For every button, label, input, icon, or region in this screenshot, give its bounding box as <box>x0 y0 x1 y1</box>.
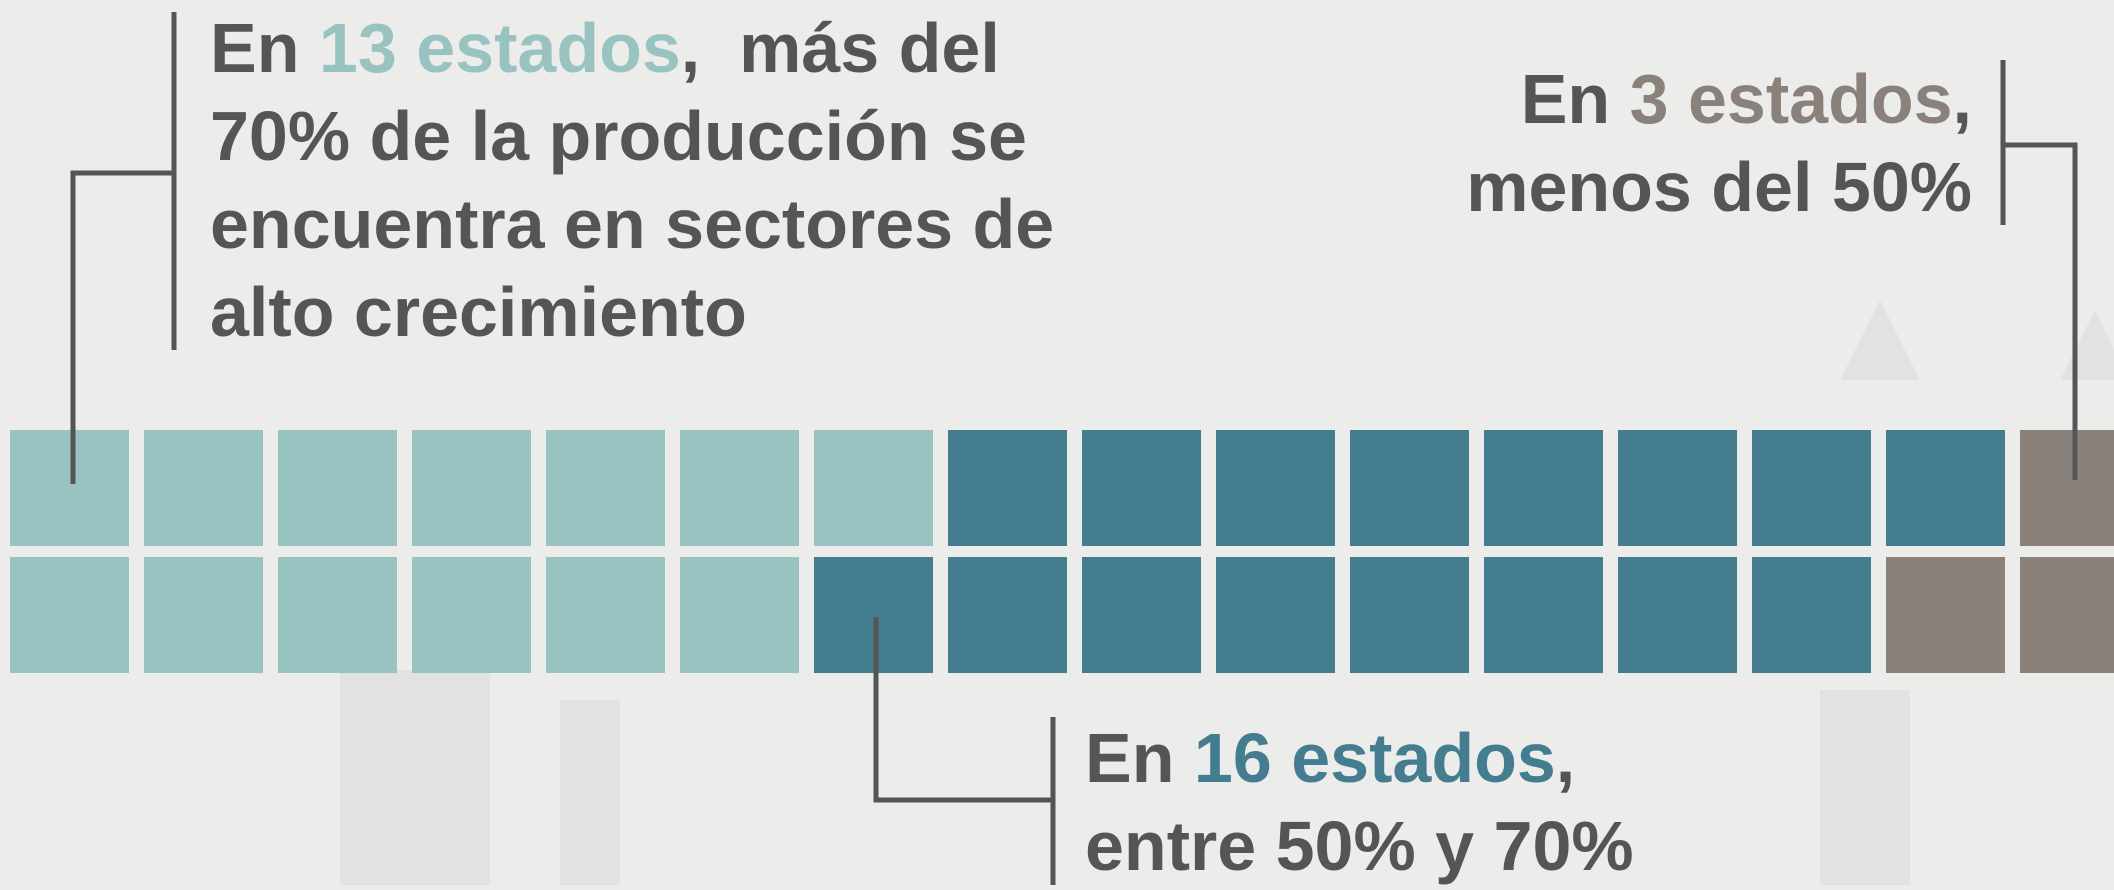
waffle-cell-mid <box>1484 557 1603 673</box>
accent-low: 3 estados <box>1629 60 1953 138</box>
waffle-cells <box>10 430 2114 673</box>
connector-line-2 <box>70 170 174 484</box>
connector-line-4 <box>2003 142 2078 480</box>
waffle-cell-high <box>546 557 665 673</box>
annotation-low-line2: menos del 50% <box>1466 148 1972 226</box>
waffle-cell-low <box>1886 557 2005 673</box>
annotation-low-line1: En 3 estados, <box>1520 60 1972 138</box>
waffle-cell-mid <box>948 557 1067 673</box>
waffle-cell-high <box>10 557 129 673</box>
waffle-cell-mid <box>948 430 1067 546</box>
waffle-cell-mid <box>1082 430 1201 546</box>
waffle-cell-high <box>412 557 531 673</box>
waffle-cell-mid <box>1350 557 1469 673</box>
waffle-cell-high <box>278 557 397 673</box>
waffle-cell-mid <box>1752 430 1871 546</box>
waffle-cell-mid <box>1618 430 1737 546</box>
background-silhouettes <box>340 300 2114 885</box>
connector-line-5 <box>873 617 1053 803</box>
waffle-cell-high <box>412 430 531 546</box>
waffle-cell-low <box>2020 557 2114 673</box>
waffle-cell-low <box>2020 430 2114 546</box>
waffle-cell-high <box>144 557 263 673</box>
waffle-cell-mid <box>1618 557 1737 673</box>
annotation-low-growth: En 3 estados, menos del 50% <box>1466 55 1972 231</box>
annotation-connectors <box>70 12 2078 885</box>
waffle-cell-high <box>144 430 263 546</box>
waffle-cell-mid <box>1752 557 1871 673</box>
waffle-cell-mid <box>1886 430 2005 546</box>
waffle-cell-high <box>680 557 799 673</box>
annotation-mid-line2: entre 50% y 70% <box>1085 807 1634 885</box>
accent-high: 13 estados <box>318 9 681 87</box>
waffle-cell-mid <box>1216 557 1335 673</box>
annotation-mid-growth: En 16 estados, entre 50% y 70% <box>1085 714 1634 890</box>
annotation-high-line2: 70% de la producción se <box>210 97 1027 175</box>
accent-mid: 16 estados <box>1193 719 1556 797</box>
annotation-high-growth: En 13 estados, más del 70% de la producc… <box>210 4 1054 356</box>
waffle-cell-mid <box>1484 430 1603 546</box>
waffle-cell-high <box>546 430 665 546</box>
waffle-cell-mid <box>1216 430 1335 546</box>
waffle-cell-high <box>278 430 397 546</box>
annotation-high-line3: encuentra en sectores de <box>210 185 1055 263</box>
waffle-cell-mid <box>1082 557 1201 673</box>
waffle-cell-high <box>680 430 799 546</box>
waffle-cell-high <box>814 430 933 546</box>
waffle-cell-high <box>10 430 129 546</box>
waffle-cell-mid <box>1350 430 1469 546</box>
annotation-high-line4: alto crecimiento <box>210 273 747 351</box>
annotation-high-line1: En 13 estados, más del <box>210 9 1000 87</box>
annotation-mid-line1: En 16 estados, <box>1085 719 1576 797</box>
